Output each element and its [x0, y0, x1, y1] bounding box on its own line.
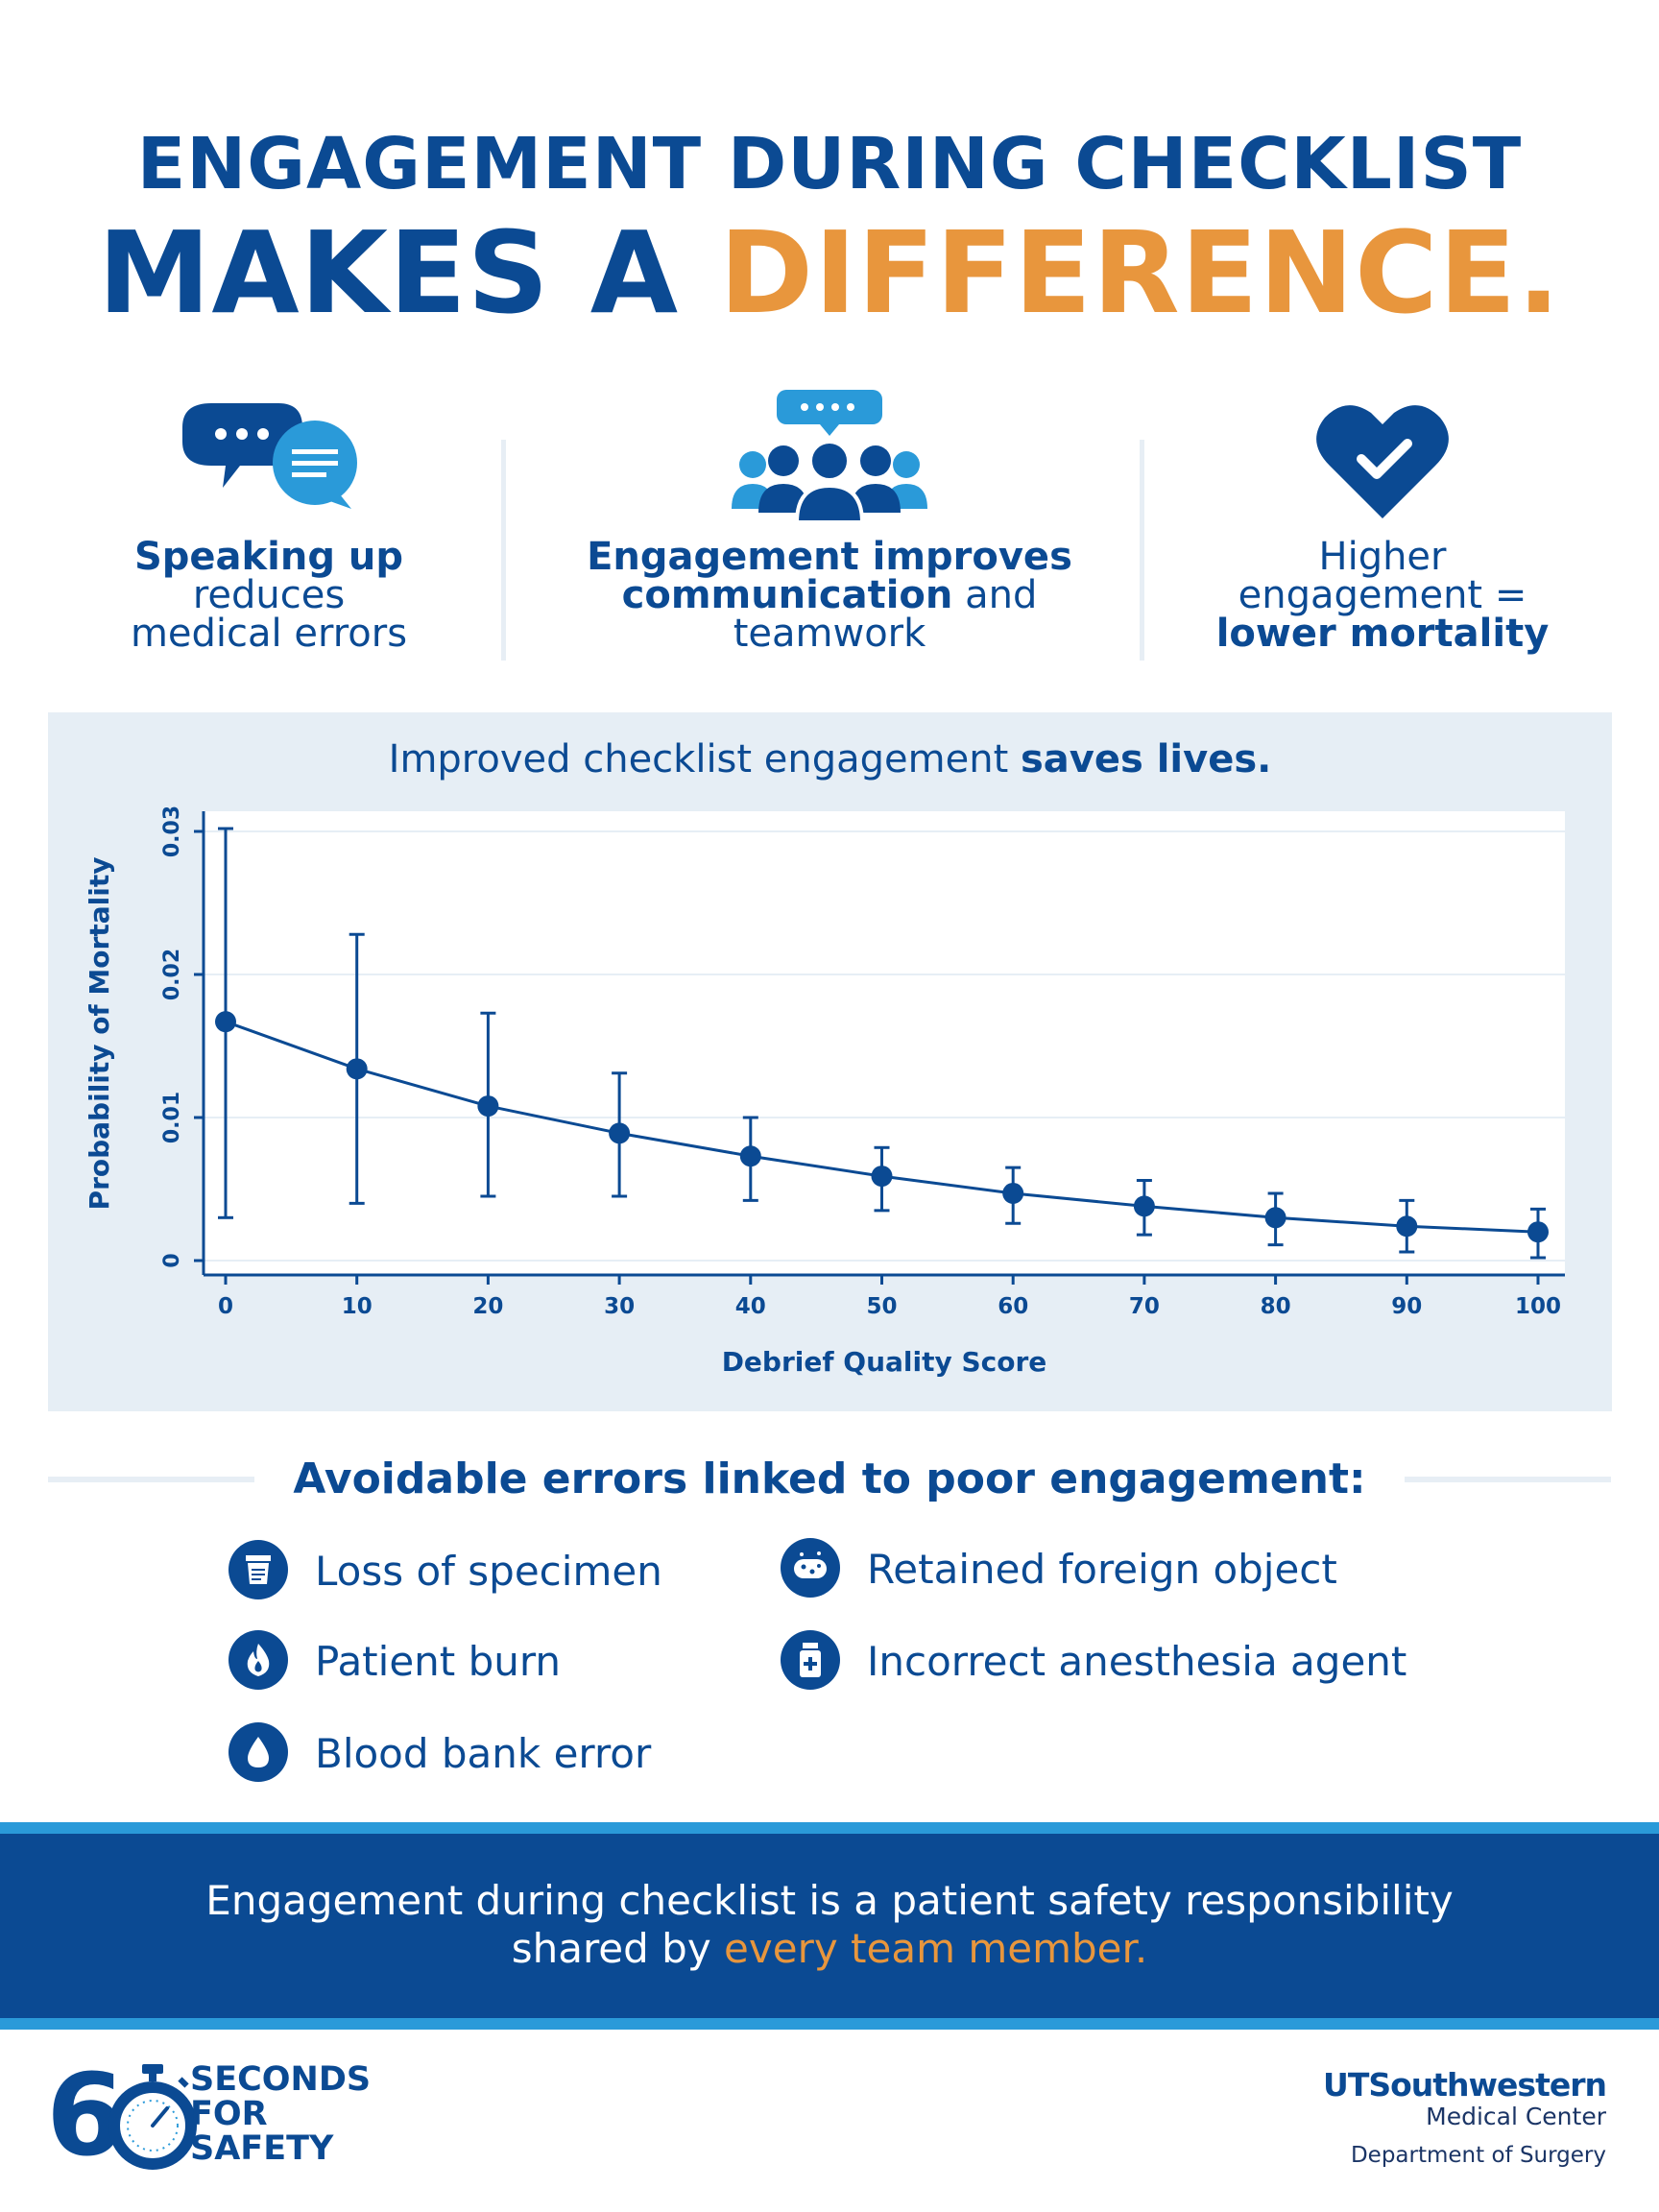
flame-icon — [228, 1630, 288, 1690]
x-tick-label: 90 — [1391, 1294, 1422, 1319]
sponge-icon — [781, 1538, 840, 1598]
logo-line3: SAFETY — [190, 2129, 334, 2168]
chart-caption-normal: Improved checklist engagement — [388, 737, 1021, 781]
data-point — [215, 1011, 236, 1033]
x-tick-label: 80 — [1261, 1294, 1291, 1319]
x-tick-label: 10 — [342, 1294, 373, 1319]
x-tick-label: 40 — [735, 1294, 766, 1319]
headline-line1: ENGAGEMENT DURING CHECKLIST — [136, 123, 1523, 205]
x-tick-label: 70 — [1129, 1294, 1160, 1319]
banner-line2-part1: shared by — [511, 1925, 725, 1972]
error-label: Loss of specimen — [315, 1548, 662, 1595]
feature-speaking-up: Speaking up reduces medical errors — [0, 384, 538, 653]
feature-engagement: Engagement improves communication and te… — [561, 384, 1098, 653]
feature3-line1: Higher — [1318, 535, 1447, 579]
error-label: Incorrect anesthesia agent — [867, 1638, 1407, 1685]
feature1-line3: medical errors — [130, 612, 408, 656]
data-point — [739, 1145, 761, 1167]
feature3-bold: lower mortality — [1215, 612, 1550, 656]
org-department: Department of Surgery — [1350, 2143, 1606, 2168]
feature2-line3: teamwork — [733, 612, 926, 656]
errors-title: Avoidable errors linked to poor engageme… — [293, 1455, 1366, 1503]
plot-area — [204, 811, 1565, 1275]
specimen-cup-icon — [228, 1540, 288, 1599]
x-tick-label: 20 — [472, 1294, 503, 1319]
divider-left — [48, 1477, 254, 1482]
medicine-bottle-icon — [781, 1630, 840, 1690]
y-tick-label: 0.01 — [160, 1092, 184, 1143]
headline-part1: MAKES A — [97, 206, 720, 339]
chart-caption: Improved checklist engagement saves live… — [48, 737, 1612, 781]
chart-panel: Improved checklist engagement saves live… — [48, 712, 1612, 1411]
data-point — [1396, 1215, 1418, 1238]
data-point — [1133, 1195, 1155, 1217]
feature-mortality: Higher engagement = lower mortality — [1114, 384, 1651, 653]
feature1-bold: Speaking up — [133, 535, 404, 579]
logo-line1: SECONDS — [190, 2060, 372, 2099]
org-logo-name: UTSouthwestern — [1323, 2066, 1607, 2104]
data-point — [1002, 1182, 1024, 1204]
headline-line2: MAKES A DIFFERENCE. — [0, 206, 1659, 339]
feature2-bold1: Engagement improves — [587, 535, 1072, 579]
chart-caption-bold: saves lives. — [1020, 737, 1272, 781]
data-point — [346, 1058, 368, 1080]
data-point — [609, 1122, 631, 1144]
y-axis-label: Probability of Mortality — [84, 857, 115, 1211]
data-point — [1264, 1207, 1286, 1229]
x-axis-label: Debrief Quality Score — [722, 1346, 1047, 1378]
x-tick-label: 100 — [1515, 1294, 1561, 1319]
x-tick-label: 30 — [604, 1294, 635, 1319]
heart-check-icon — [1316, 405, 1449, 518]
feature3-line2: engagement = — [1238, 573, 1527, 617]
feature-divider — [501, 440, 506, 661]
y-tick-label: 0.02 — [160, 949, 184, 1000]
feature1-line2: reduces — [192, 573, 346, 617]
stopwatch-icon — [108, 2064, 197, 2170]
feature2-rest2: and — [952, 573, 1038, 617]
banner-stripe-top — [0, 1822, 1659, 1834]
x-tick-label: 50 — [866, 1294, 897, 1319]
x-tick-label: 0 — [218, 1294, 233, 1319]
speech-bubbles-icon — [182, 403, 357, 509]
banner — [0, 1834, 1659, 2018]
logo-line2: FOR — [190, 2095, 268, 2133]
feature2-bold2: communication — [621, 573, 953, 617]
error-label: Retained foreign object — [867, 1546, 1337, 1593]
org-logo-sub: Medical Center — [1426, 2103, 1606, 2130]
banner-stripe-bottom — [0, 2018, 1659, 2030]
blood-drop-icon — [228, 1722, 288, 1782]
feature-divider — [1140, 440, 1144, 661]
x-tick-label: 60 — [998, 1294, 1028, 1319]
divider-right — [1405, 1477, 1611, 1482]
banner-line2-accent: every team member. — [724, 1925, 1148, 1972]
data-point — [477, 1095, 499, 1118]
error-label: Blood bank error — [315, 1730, 652, 1777]
y-tick-label: 0.03 — [160, 805, 184, 857]
data-point — [1527, 1221, 1549, 1243]
mortality-chart: 0 0.01 0.02 0.03 0 10 20 30 40 50 60 70 80 90 100 Debri… — [84, 805, 1565, 1378]
error-label: Patient burn — [315, 1638, 562, 1685]
banner-line1: Engagement during checklist is a patient… — [205, 1877, 1454, 1924]
headline-accent: DIFFERENCE. — [719, 206, 1562, 339]
team-chat-icon — [732, 390, 927, 524]
y-tick-label: 0 — [160, 1253, 184, 1267]
seconds-for-safety-logo: 6 SECONDS FOR SAFETY — [46, 2053, 430, 2177]
data-point — [871, 1166, 893, 1188]
banner-line2: shared by every team member. — [0, 1925, 1659, 1972]
